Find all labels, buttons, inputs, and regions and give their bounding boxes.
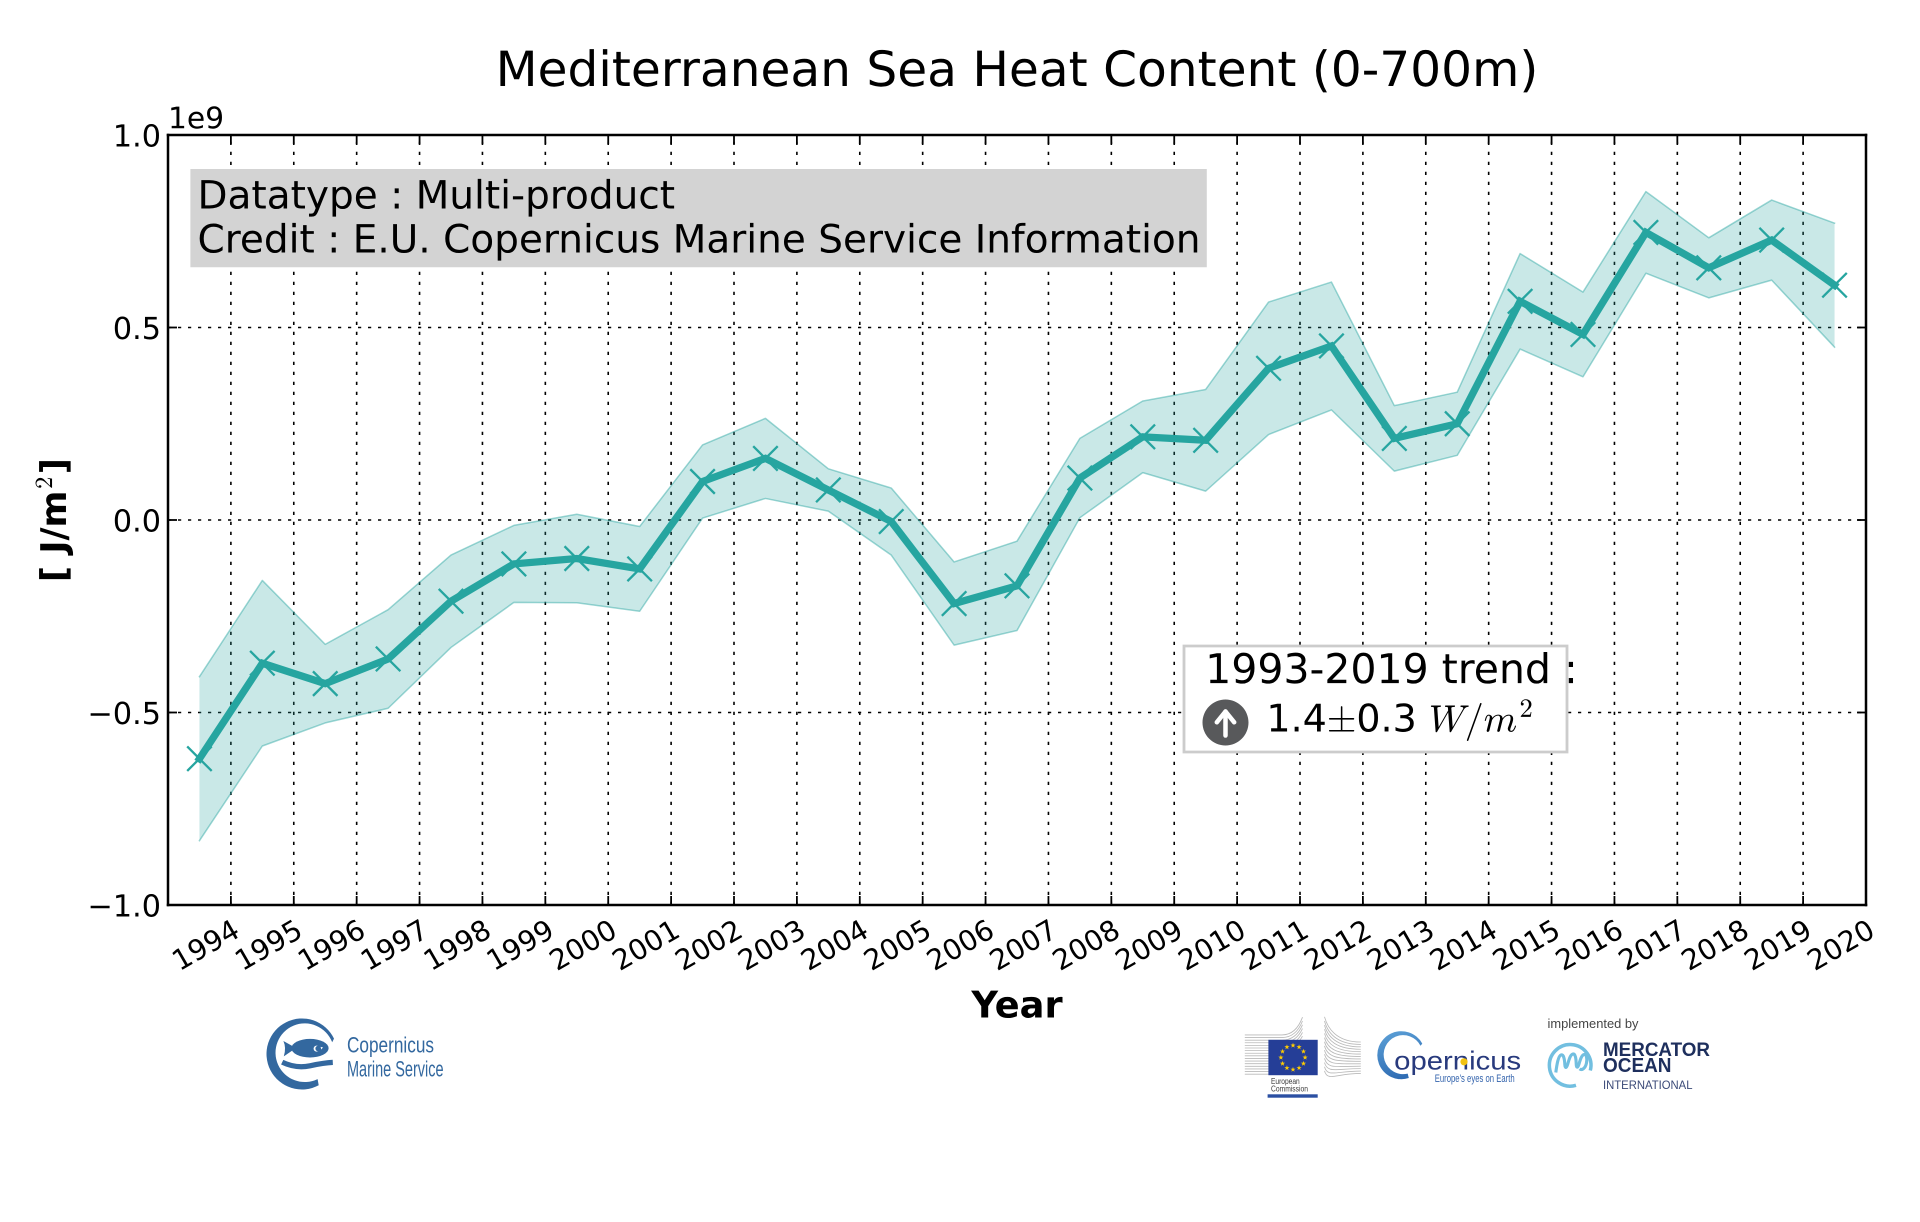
svg-text:OCEAN: OCEAN [1603, 1055, 1672, 1077]
svg-text:Europe's eyes on Earth: Europe's eyes on Earth [1435, 1073, 1515, 1085]
svg-text:European: European [1271, 1076, 1300, 1086]
svg-text:Commission: Commission [1271, 1084, 1308, 1094]
svg-text:Copernicus: Copernicus [347, 1033, 434, 1058]
svg-text:Marine Service: Marine Service [347, 1057, 444, 1082]
svg-text:MERCATOR: MERCATOR [1603, 1040, 1710, 1061]
svg-text:implemented by: implemented by [1548, 1017, 1640, 1031]
svg-text:INTERNATIONAL: INTERNATIONAL [1603, 1080, 1693, 1092]
svg-text:opernicus: opernicus [1394, 1045, 1521, 1075]
